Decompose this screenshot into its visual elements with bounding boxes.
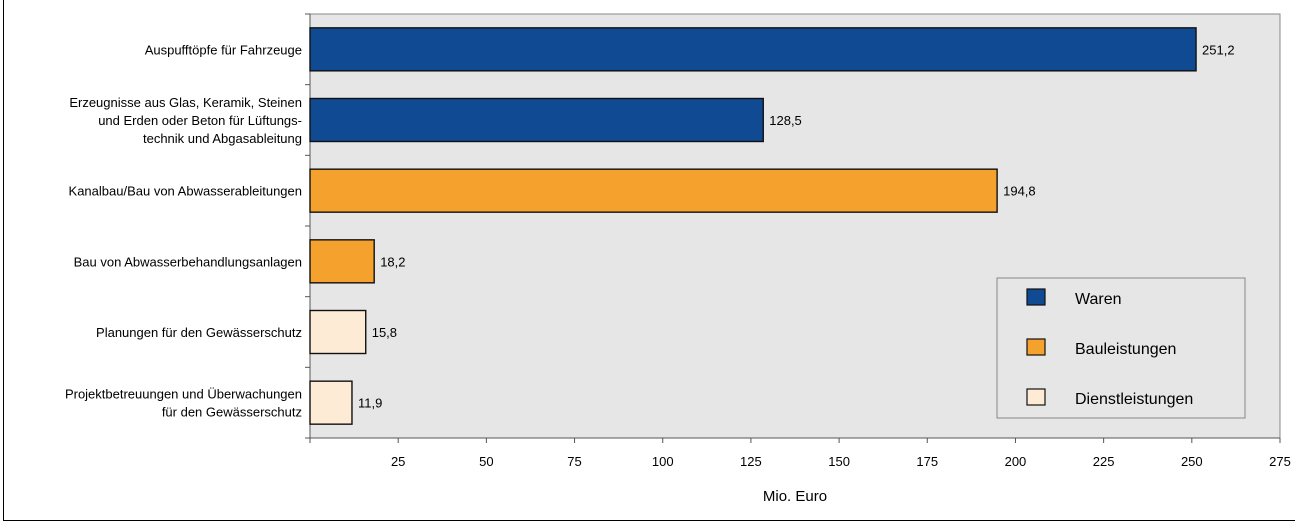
bar (309, 309, 367, 355)
x-tick-label: 75 (567, 454, 581, 469)
data-label: 11,9 (358, 396, 382, 411)
category-label: Erzeugnisse aus Glas, Keramik, Steinen (69, 95, 302, 110)
data-label: 15,8 (372, 325, 397, 340)
data-label: 18,2 (380, 254, 405, 269)
x-tick-label: 100 (652, 454, 674, 469)
category-label: technik und Abgasableitung (143, 131, 302, 146)
category-label: Planungen für den Gewässerschutz (96, 325, 302, 340)
bar (309, 380, 353, 425)
bar (309, 239, 375, 284)
x-tick-label: 225 (1093, 454, 1115, 469)
x-tick-label: 250 (1181, 454, 1203, 469)
x-tick-label: 125 (740, 454, 762, 469)
legend-swatch (1026, 288, 1046, 306)
category-label: Bau von Abwasserbehandlungsanlagen (74, 254, 302, 269)
category-label: Projektbetreuungen und Überwachungen (65, 387, 302, 402)
legend-label: Bauleistungen (1075, 341, 1176, 358)
category-label: für den Gewässerschutz (162, 405, 302, 420)
category-label: Kanalbau/Bau von Abwasserableitungen (69, 184, 302, 199)
legend-label: Dienstleistungen (1075, 391, 1193, 408)
bar (309, 168, 998, 213)
legend-swatch (1026, 338, 1046, 356)
x-tick-label: 150 (828, 454, 850, 469)
data-label: 251,2 (1202, 42, 1235, 57)
legend-swatch (1026, 388, 1046, 406)
x-tick-label: 25 (391, 454, 405, 469)
x-tick-label: 50 (479, 454, 493, 469)
data-label: 194,8 (1003, 184, 1036, 199)
bar (309, 97, 764, 143)
data-label: 128,5 (769, 113, 802, 128)
category-label: Auspufftöpfe für Fahrzeuge (145, 42, 302, 57)
bar (309, 27, 1197, 72)
x-axis-title: Mio. Euro (763, 488, 827, 505)
legend-label: Waren (1075, 291, 1122, 308)
x-tick-label: 175 (916, 454, 938, 469)
x-tick-label: 275 (1269, 454, 1291, 469)
category-label: und Erden oder Beton für Lüftungs- (98, 113, 302, 128)
x-tick-label: 200 (1005, 454, 1027, 469)
